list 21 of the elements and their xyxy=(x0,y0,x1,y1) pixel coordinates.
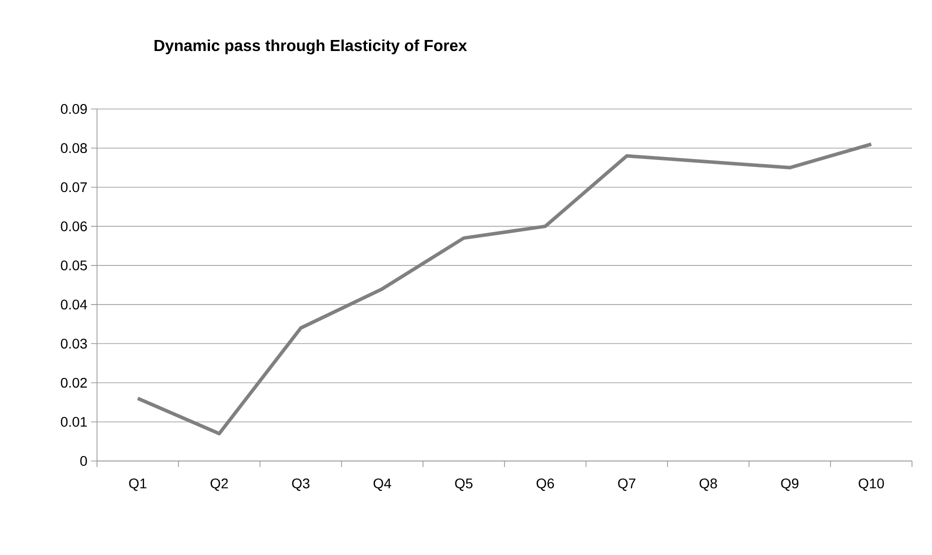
y-tick-label: 0.03 xyxy=(60,338,87,349)
y-tick-label: 0.09 xyxy=(60,104,87,114)
x-tick-label: Q3 xyxy=(292,478,310,491)
y-tick-label: 0.06 xyxy=(60,221,87,232)
x-tick-label: Q4 xyxy=(374,478,392,491)
y-tick-label: 0.02 xyxy=(60,378,87,388)
y-tick-label: 0.07 xyxy=(60,182,87,192)
y-tick-label: 0.08 xyxy=(60,143,87,154)
x-tick-label: Q9 xyxy=(781,478,798,491)
x-tick-label: Q6 xyxy=(536,478,554,491)
y-tick-label: 0.05 xyxy=(60,260,87,270)
y-tick-label: 0 xyxy=(80,456,87,466)
chart-title: Dynamic pass through Elasticity of Forex xyxy=(154,39,467,54)
x-tick-label: Q8 xyxy=(700,478,717,491)
y-tick-label: 0.01 xyxy=(60,416,87,427)
x-tick-label: Q5 xyxy=(455,478,472,491)
y-tick-label: 0.04 xyxy=(60,300,88,310)
x-tick-label: Q10 xyxy=(858,478,884,491)
x-tick-label: Q7 xyxy=(618,478,636,491)
x-tick-label: Q2 xyxy=(210,478,228,491)
x-tick-label: Q1 xyxy=(129,478,146,491)
